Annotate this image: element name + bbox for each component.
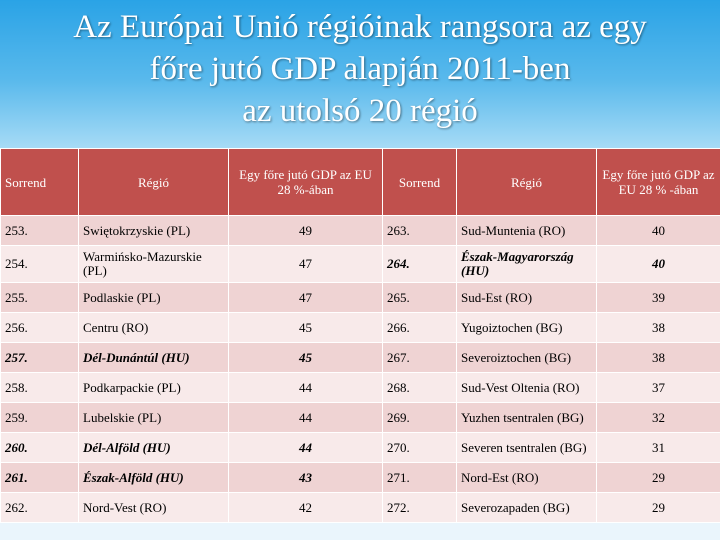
- gdp-right-cell: 31: [596, 432, 720, 463]
- table-row: 256. Centru (RO) 45 266. Yugoiztochen (BG) 38: [0, 312, 720, 343]
- rank-left-cell: 259.: [0, 402, 79, 433]
- title-line-3: az utolsó 20 régió: [242, 93, 478, 129]
- gdp-left-cell: 45: [228, 312, 383, 343]
- region-left-cell: Podkarpackie (PL): [78, 372, 229, 403]
- region-left-cell: Centru (RO): [78, 312, 229, 343]
- gdp-right-cell: 29: [596, 492, 720, 523]
- title-line-2: főre jutó GDP alapján 2011-ben: [149, 51, 571, 87]
- header-region-left: Régió: [78, 148, 229, 216]
- rank-right-cell: 267.: [382, 342, 457, 373]
- region-left-cell: Lubelskie (PL): [78, 402, 229, 433]
- gdp-right-cell: 37: [596, 372, 720, 403]
- gdp-left-cell: 44: [228, 372, 383, 403]
- rank-left-cell: 258.: [0, 372, 79, 403]
- rank-left-cell: 255.: [0, 282, 79, 313]
- header-rank-left: Sorrend: [0, 148, 79, 216]
- gdp-left-cell: 43: [228, 462, 383, 493]
- region-right-cell: Sud-Est (RO): [456, 282, 597, 313]
- gdp-left-cell: 42: [228, 492, 383, 523]
- gdp-right-cell: 29: [596, 462, 720, 493]
- rank-right-cell: 272.: [382, 492, 457, 523]
- title-line-1: Az Európai Unió régióinak rangsora az eg…: [73, 9, 647, 45]
- gdp-right-cell: 39: [596, 282, 720, 313]
- region-left-cell: Észak-Alföld (HU): [78, 462, 229, 493]
- gdp-ranking-table: Sorrend Régió Egy főre jutó GDP az EU 28…: [0, 148, 720, 523]
- rank-left-cell: 262.: [0, 492, 79, 523]
- table-row: 255. Podlaskie (PL) 47 265. Sud-Est (RO) 39: [0, 282, 720, 313]
- region-right-cell: Sud-Vest Oltenia (RO): [456, 372, 597, 403]
- header-gdp-right: Egy főre jutó GDP az EU 28 % -ában: [596, 148, 720, 216]
- gdp-left-cell: 44: [228, 402, 383, 433]
- table-row: 253. Swiętokrzyskie (PL) 49 263. Sud-Munteni…: [0, 215, 720, 246]
- region-left-cell: Dél-Dunántúl (HU): [78, 342, 229, 373]
- gdp-left-cell: 47: [228, 282, 383, 313]
- slide-title: Az Európai Unió régióinak rangsora az eg…: [0, 6, 720, 132]
- rank-left-cell: 254.: [0, 245, 79, 283]
- table-row: 254. Warmińsko-Mazurskie (PL) 47 264. Észak-…: [0, 245, 720, 283]
- rank-left-cell: 253.: [0, 215, 79, 246]
- rank-right-cell: 269.: [382, 402, 457, 433]
- region-left-cell: Nord-Vest (RO): [78, 492, 229, 523]
- table-row: 262. Nord-Vest (RO) 42 272. Severozapaden (B…: [0, 492, 720, 523]
- gdp-left-cell: 49: [228, 215, 383, 246]
- table-row: 257. Dél-Dunántúl (HU) 45 267. Severoiztoche…: [0, 342, 720, 373]
- region-left-cell: Swiętokrzyskie (PL): [78, 215, 229, 246]
- region-right-cell: Severen tsentralen (BG): [456, 432, 597, 463]
- rank-left-cell: 261.: [0, 462, 79, 493]
- gdp-right-cell: 38: [596, 342, 720, 373]
- region-right-cell: Nord-Est (RO): [456, 462, 597, 493]
- region-right-cell: Észak-Magyarország (HU): [456, 245, 597, 283]
- rank-left-cell: 260.: [0, 432, 79, 463]
- gdp-right-cell: 40: [596, 245, 720, 283]
- region-left-cell: Dél-Alföld (HU): [78, 432, 229, 463]
- rank-right-cell: 271.: [382, 462, 457, 493]
- table-row: 258. Podkarpackie (PL) 44 268. Sud-Vest Olte…: [0, 372, 720, 403]
- table-row: 260. Dél-Alföld (HU) 44 270. Severen tsentra…: [0, 432, 720, 463]
- region-right-cell: Yugoiztochen (BG): [456, 312, 597, 343]
- rank-right-cell: 265.: [382, 282, 457, 313]
- header-gdp-left: Egy főre jutó GDP az EU 28 %-ában: [228, 148, 383, 216]
- table-row: 261. Észak-Alföld (HU) 43 271. Nord-Est (RO)…: [0, 462, 720, 493]
- region-right-cell: Yuzhen tsentralen (BG): [456, 402, 597, 433]
- region-right-cell: Severoiztochen (BG): [456, 342, 597, 373]
- header-region-right: Régió: [456, 148, 597, 216]
- rank-right-cell: 268.: [382, 372, 457, 403]
- gdp-left-cell: 47: [228, 245, 383, 283]
- table-body: 253. Swiętokrzyskie (PL) 49 263. Sud-Munteni…: [0, 215, 720, 523]
- rank-right-cell: 270.: [382, 432, 457, 463]
- gdp-right-cell: 40: [596, 215, 720, 246]
- gdp-left-cell: 44: [228, 432, 383, 463]
- gdp-left-cell: 45: [228, 342, 383, 373]
- rank-left-cell: 257.: [0, 342, 79, 373]
- rank-right-cell: 264.: [382, 245, 457, 283]
- rank-right-cell: 263.: [382, 215, 457, 246]
- table-row: 259. Lubelskie (PL) 44 269. Yuzhen tsentrale…: [0, 402, 720, 433]
- table-header-row: Sorrend Régió Egy főre jutó GDP az EU 28…: [0, 148, 720, 216]
- region-left-cell: Warmińsko-Mazurskie (PL): [78, 245, 229, 283]
- header-rank-right: Sorrend: [382, 148, 457, 216]
- region-right-cell: Sud-Muntenia (RO): [456, 215, 597, 246]
- region-right-cell: Severozapaden (BG): [456, 492, 597, 523]
- region-left-cell: Podlaskie (PL): [78, 282, 229, 313]
- rank-right-cell: 266.: [382, 312, 457, 343]
- rank-left-cell: 256.: [0, 312, 79, 343]
- gdp-right-cell: 32: [596, 402, 720, 433]
- gdp-right-cell: 38: [596, 312, 720, 343]
